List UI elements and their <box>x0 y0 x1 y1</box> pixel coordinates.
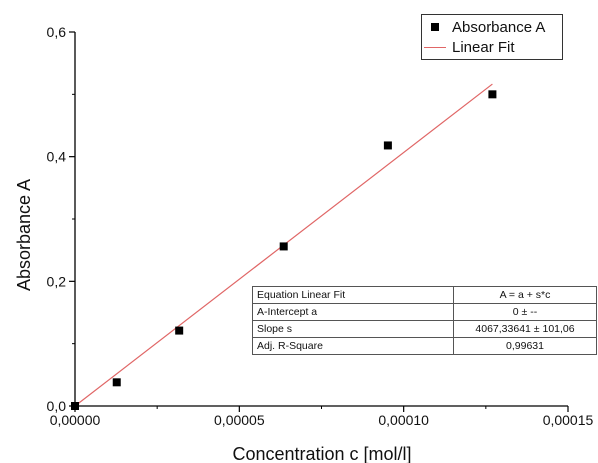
table-cell-key: Equation Linear Fit <box>252 286 454 304</box>
square-marker-icon <box>431 23 439 31</box>
y-axis-label: Absorbance A <box>14 179 34 291</box>
legend-label: Linear Fit <box>452 38 515 56</box>
x-tick-label: 0,00005 <box>214 412 265 428</box>
x-tick-label: 0,00015 <box>543 412 594 428</box>
table-row: Equation Linear Fit A = a + s*c <box>252 286 597 304</box>
legend-item-absorbance: Absorbance A <box>422 17 545 37</box>
table-row: Slope s 4067,33641 ± 101,06 <box>252 320 597 338</box>
x-tick-label: 0,00000 <box>50 412 101 428</box>
data-point <box>488 90 497 99</box>
data-points <box>71 90 497 410</box>
data-point <box>383 141 392 150</box>
x-tick-label: 0,00010 <box>378 412 429 428</box>
table-row: A-Intercept a 0 ± -- <box>252 303 597 321</box>
line-marker-icon <box>424 46 446 48</box>
table-cell-value: A = a + s*c <box>453 286 597 304</box>
legend-label: Absorbance A <box>452 18 546 36</box>
y-tick-label: 0,6 <box>47 24 67 40</box>
table-cell-value: 4067,33641 ± 101,06 <box>453 320 597 338</box>
legend: Absorbance A Linear Fit <box>421 14 563 60</box>
y-tick-label: 0,2 <box>47 273 67 289</box>
data-point <box>279 242 288 251</box>
data-point <box>112 378 121 387</box>
data-point <box>71 402 79 410</box>
y-tick-label: 0,0 <box>47 398 67 414</box>
table-cell-key: A-Intercept a <box>252 303 454 321</box>
table-cell-value: 0 ± -- <box>453 303 597 321</box>
table-row: Adj. R-Square 0,99631 <box>252 337 597 355</box>
y-tick-label: 0,4 <box>47 149 67 165</box>
table-cell-key: Adj. R-Square <box>252 337 454 355</box>
legend-item-linear-fit: Linear Fit <box>422 37 515 57</box>
axes: 0,00000 0,00005 0,00010 0,00015 0,0 0,2 0,4 0,6 <box>47 24 594 428</box>
table-cell-value: 0,99631 <box>453 337 597 355</box>
data-point <box>175 326 184 335</box>
table-cell-key: Slope s <box>252 320 454 338</box>
x-axis-label: Concentration c [mol/l] <box>232 444 411 463</box>
fit-results-table: Equation Linear Fit A = a + s*c A-Interc… <box>252 286 597 355</box>
